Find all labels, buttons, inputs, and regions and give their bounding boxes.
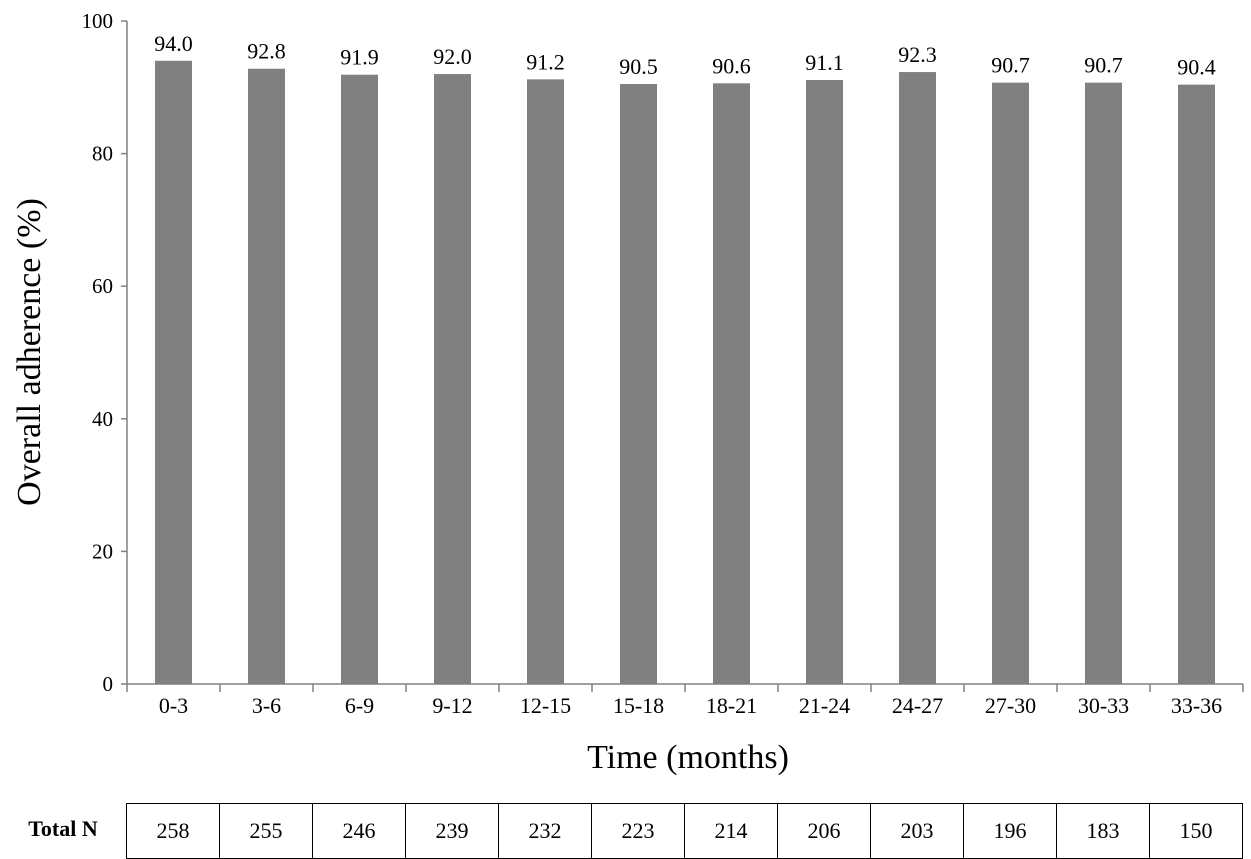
table-cell: 206 [777, 803, 871, 859]
data-label: 94.0 [154, 31, 193, 56]
bar [527, 79, 564, 685]
bar-chart: 0 20 40 60 80 100 94.0 0-3 92.8 3-6 91.9 6-9 92.0 9-… [11, 9, 1244, 776]
y-tick-label: 0 [103, 672, 114, 696]
bar [620, 83, 657, 685]
data-label: 91.1 [805, 50, 844, 75]
y-tick-label: 100 [82, 9, 114, 33]
data-label: 90.5 [619, 54, 658, 79]
bar [434, 74, 471, 685]
data-label: 91.2 [526, 49, 565, 74]
data-label: 90.4 [1177, 55, 1216, 80]
table-cell: 246 [312, 803, 406, 859]
labels: 94.0 0-3 92.8 3-6 91.9 6-9 92.0 9-12 91.2 12-15 90… [154, 31, 1222, 718]
x-tick-label: 33-36 [1171, 693, 1222, 718]
bars [155, 60, 1215, 685]
x-tick-label: 9-12 [432, 693, 472, 718]
table-cell: 232 [498, 803, 592, 859]
total-n-table: 258 255 246 239 232 223 214 206 203 196 183 150 [126, 803, 1243, 859]
table-cell: 239 [405, 803, 499, 859]
data-label: 92.3 [898, 42, 937, 67]
x-tick-label: 15-18 [613, 693, 664, 718]
table-row: 258 255 246 239 232 223 214 206 203 196 183 150 [126, 803, 1243, 859]
table-cell: 258 [126, 803, 220, 859]
data-label: 90.7 [991, 53, 1030, 78]
table-cell: 196 [963, 803, 1057, 859]
table-cell: 203 [870, 803, 964, 859]
x-tick-label: 12-15 [520, 693, 571, 718]
data-label: 92.0 [433, 44, 472, 69]
bar [806, 80, 843, 684]
bar [1178, 84, 1215, 684]
x-tick-label: 27-30 [985, 693, 1036, 718]
table-cell: 223 [591, 803, 685, 859]
y-tick-label: 80 [92, 142, 113, 166]
y-tick-label: 40 [92, 407, 113, 431]
bar [1085, 82, 1122, 684]
table-cell: 214 [684, 803, 778, 859]
data-label: 90.6 [712, 53, 751, 78]
y-tick-label: 60 [92, 274, 113, 298]
bar [341, 74, 378, 684]
bar [155, 60, 192, 684]
table-cell: 183 [1056, 803, 1150, 859]
x-tick-label: 0-3 [159, 693, 188, 718]
table-cell: 150 [1149, 803, 1243, 859]
x-tick-label: 24-27 [892, 693, 943, 718]
x-axis-title: Time (months) [587, 739, 789, 776]
data-label: 90.7 [1084, 53, 1123, 78]
x-tick-label: 18-21 [706, 693, 757, 718]
x-tick-label: 3-6 [252, 693, 281, 718]
y-tick-label: 20 [92, 539, 113, 563]
table-cell: 255 [219, 803, 313, 859]
data-label: 92.8 [247, 39, 286, 64]
x-tick-label: 6-9 [345, 693, 374, 718]
bar [992, 82, 1029, 684]
data-label: 91.9 [340, 45, 379, 70]
table-row-label: Total N [28, 815, 98, 841]
y-axis-title: Overall adherence (%) [11, 198, 48, 506]
axes: 0 20 40 60 80 100 [82, 9, 1244, 696]
x-tick-label: 21-24 [799, 693, 850, 718]
bar [899, 72, 936, 684]
bar [713, 83, 750, 684]
x-tick-label: 30-33 [1078, 693, 1129, 718]
bar [248, 68, 285, 684]
